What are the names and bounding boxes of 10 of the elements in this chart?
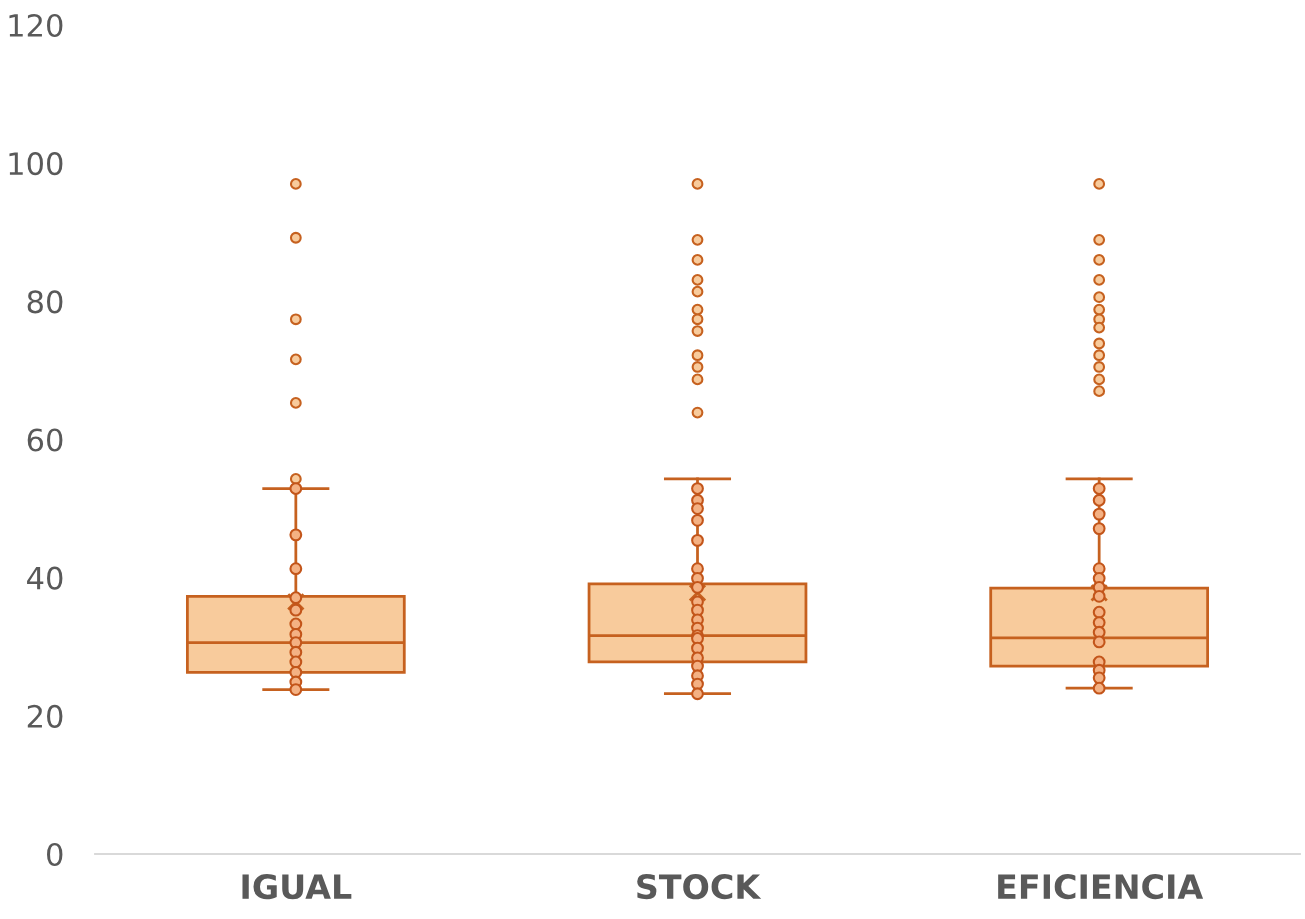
x-tick-label: EFICIENCIA (998, 874, 1204, 900)
y-tick-label: 120 (9, 13, 63, 38)
x-tick-label: STOCK (637, 874, 762, 900)
y-tick-label: 60 (27, 428, 63, 452)
y-tick-label: 100 (9, 152, 63, 176)
y-tick-label: 80 (27, 290, 63, 314)
y-tick-label: 20 (27, 704, 63, 728)
y-tick-label: 40 (27, 566, 63, 590)
y-tick-label: 0 (47, 842, 63, 867)
x-tick-label: IGUAL (242, 874, 352, 900)
